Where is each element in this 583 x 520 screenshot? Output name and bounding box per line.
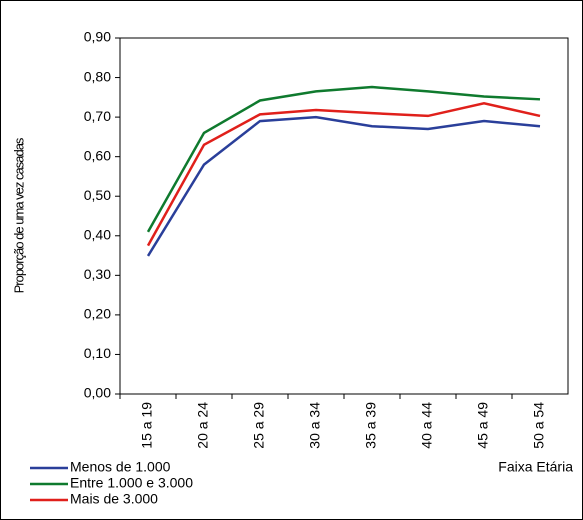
x-tick-label: 30 a 34	[307, 402, 323, 449]
y-tick-label: 0,90	[84, 29, 111, 45]
y-tick-label: 0,70	[84, 108, 111, 124]
x-tick-label: 45 a 49	[475, 402, 491, 449]
x-tick-label: 50 a 54	[531, 402, 547, 449]
series-line	[146, 85, 541, 233]
x-tick-label: 20 a 24	[195, 402, 211, 449]
series-line	[146, 115, 541, 257]
legend-label: Menos de 1.000	[70, 459, 171, 475]
x-tick-label: 40 a 44	[419, 402, 435, 449]
y-tick-label: 0,00	[84, 385, 111, 401]
y-tick-label: 0,20	[84, 306, 111, 322]
legend-label: Mais de 3.000	[70, 491, 158, 507]
x-axis-label: Faixa Etária	[498, 459, 573, 475]
y-axis-label: Proporção de uma vez casadas	[11, 137, 26, 293]
y-tick-label: 0,80	[84, 68, 111, 84]
x-tick-label: 15 a 19	[139, 402, 155, 449]
x-tick-label: 35 a 39	[363, 402, 379, 449]
y-tick-label: 0,50	[84, 187, 111, 203]
legend-label: Entre 1.000 e 3.000	[70, 475, 193, 491]
y-tick-label: 0,30	[84, 266, 111, 282]
y-tick-label: 0,60	[84, 147, 111, 163]
series-line	[146, 101, 541, 247]
y-tick-label: 0,40	[84, 226, 111, 242]
y-tick-label: 0,10	[84, 345, 111, 361]
x-tick-label: 25 a 29	[251, 402, 267, 449]
